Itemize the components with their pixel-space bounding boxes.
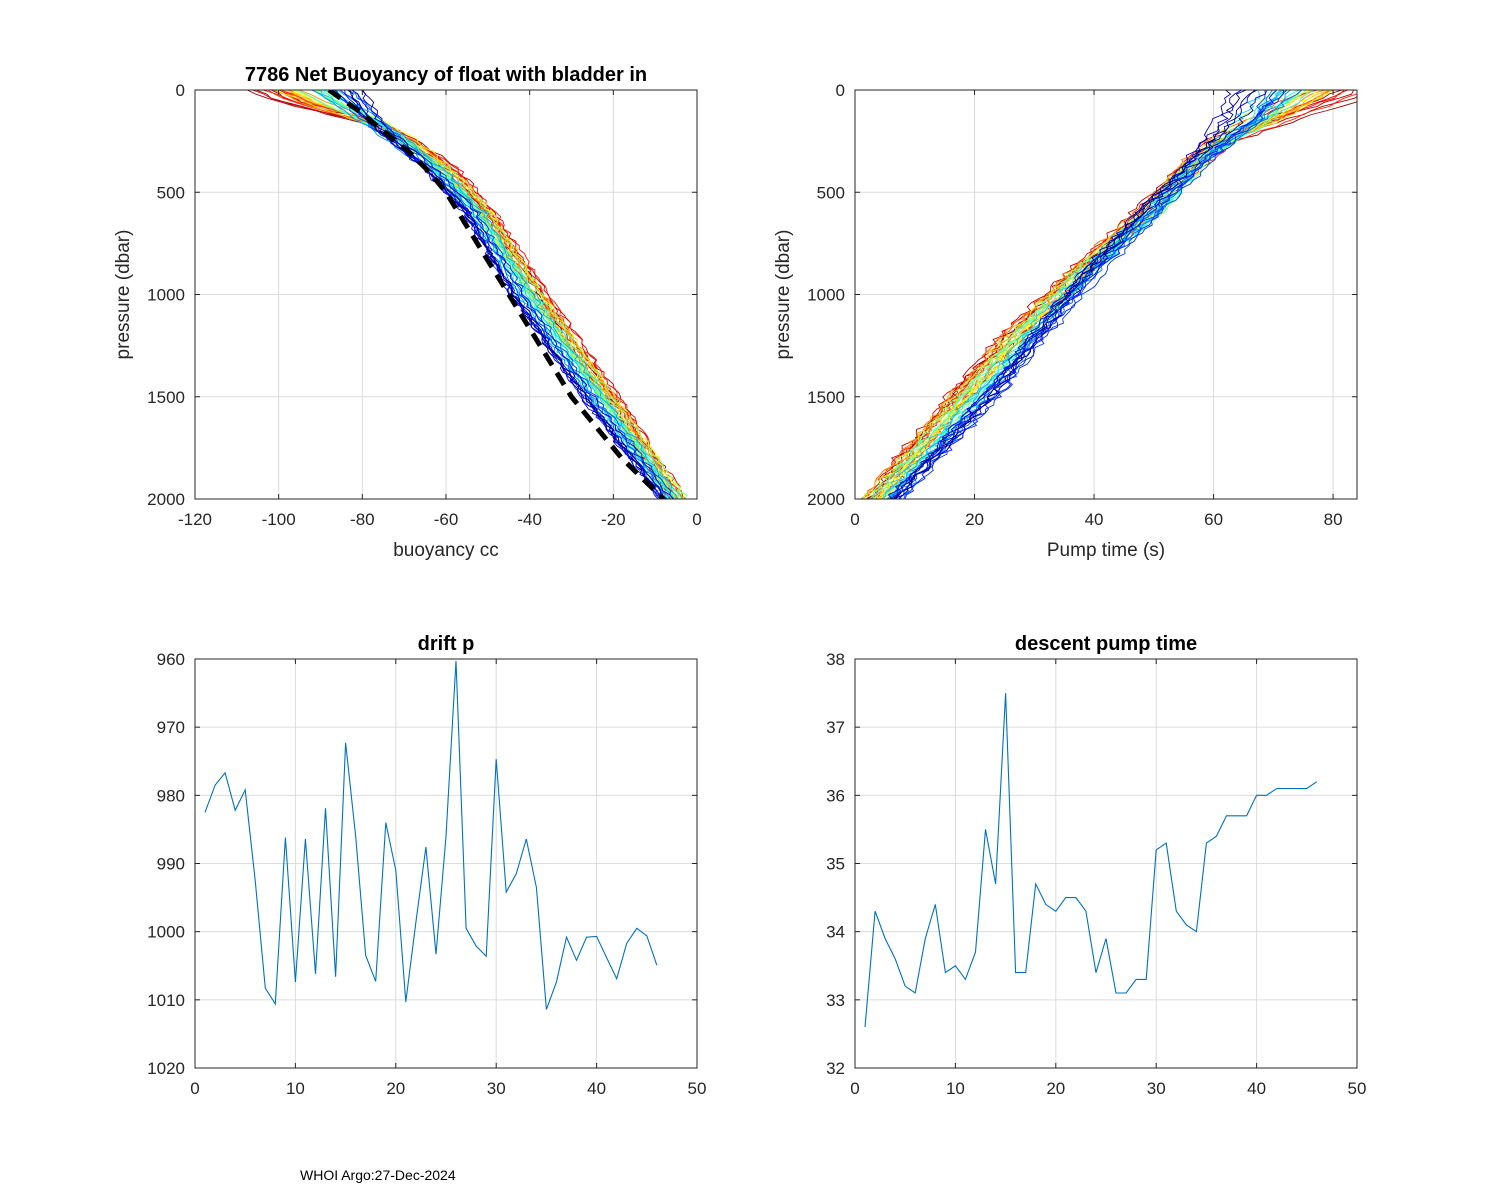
profile-line [862,90,1274,499]
profile-line [337,90,678,499]
y-tick-label: 0 [836,81,845,100]
chart-pumptime-vs-pressure: 0 20 40 60 80 0 500 1000 1500 2000 Pump time (s) pr… [773,81,1358,561]
x-tick-label: 40 [1085,510,1104,529]
mean-curve-line [327,90,666,499]
x-tick-label: -100 [262,510,296,529]
series-line [204,660,658,1010]
series-line [864,693,1318,1028]
x-tick-label: 20 [1046,1079,1065,1098]
profile-line [336,90,675,499]
x-tick-label: 40 [587,1079,606,1098]
footer-credit: WHOI Argo:27-Dec-2024 [300,1167,456,1183]
y-axis-label: pressure (dbar) [773,230,794,360]
profile-line [347,90,668,499]
chart-title: 7786 Net Buoyancy of float with bladder … [245,64,647,86]
y-tick-label: 500 [157,183,185,202]
y-tick-label: 1000 [147,286,185,305]
x-tick-label: -40 [517,510,542,529]
profile-line [351,90,659,499]
y-tick-label: 1020 [147,1059,185,1078]
x-tick-label: 30 [487,1079,506,1098]
x-tick-label: 0 [850,1079,859,1098]
x-tick-label: -20 [601,510,626,529]
profile-line [279,90,683,499]
y-tick-label: 960 [157,650,185,669]
plot-lines [204,660,658,1010]
x-axis-label: buoyancy cc [393,540,499,561]
x-tick-label: 80 [1324,510,1343,529]
profile-line [892,90,1266,499]
profile-line [894,90,1258,499]
x-tick-label: 10 [286,1079,305,1098]
x-tick-label: 0 [692,510,701,529]
x-tick-label: 50 [688,1079,707,1098]
x-tick-label: 0 [190,1079,199,1098]
chart-descent-pump-time: 0 10 20 30 40 50 32 33 34 35 36 37 38 descent pump ti… [826,633,1366,1098]
y-tick-label: 2000 [807,490,845,509]
x-tick-label: -60 [434,510,459,529]
y-tick-label: 32 [826,1059,845,1078]
chart-drift-pressure: 0 10 20 30 40 50960970980990100010101020drift… [147,633,706,1098]
x-tick-label: -120 [178,510,212,529]
y-tick-label: 1000 [147,923,185,942]
x-tick-label: 20 [386,1079,405,1098]
chart-title: drift p [418,633,475,655]
plot-lines [864,693,1318,1028]
profile-line [314,90,685,499]
profile-line [332,90,683,499]
y-tick-label: 500 [817,183,845,202]
profile-line [288,90,675,499]
y-tick-label: 2000 [147,490,185,509]
profile-line [312,90,688,499]
y-tick-label: 1500 [807,388,845,407]
y-tick-label: 0 [176,81,185,100]
profile-line [898,90,1278,499]
y-tick-label: 38 [826,650,845,669]
x-tick-label: -80 [350,510,375,529]
x-tick-label: 10 [946,1079,965,1098]
y-tick-label: 33 [826,991,845,1010]
x-tick-label: 50 [1348,1079,1367,1098]
y-tick-label: 34 [826,923,845,942]
profile-line [351,90,668,499]
profile-line [892,90,1273,499]
y-axis-label: pressure (dbar) [113,230,134,360]
y-tick-label: 1500 [147,388,185,407]
y-tick-label: 36 [826,786,845,805]
x-tick-label: 20 [965,510,984,529]
y-tick-label: 1000 [807,286,845,305]
profile-line [895,90,1247,499]
profile-line [891,90,1242,499]
y-tick-label: 37 [826,718,845,737]
y-tick-label: 35 [826,855,845,874]
x-tick-label: 40 [1247,1079,1266,1098]
plot-lines [860,90,1357,499]
plot-lines [247,90,688,499]
profile-line [889,90,1232,499]
y-tick-label: 990 [157,855,185,874]
chart-title: descent pump time [1015,633,1197,655]
x-axis-label: Pump time (s) [1047,540,1165,561]
y-tick-label: 1010 [147,991,185,1010]
x-tick-label: 30 [1147,1079,1166,1098]
x-tick-label: 60 [1204,510,1223,529]
x-tick-label: 0 [850,510,859,529]
y-tick-label: 980 [157,786,185,805]
profile-line [361,90,674,499]
y-tick-label: 970 [157,718,185,737]
chart-buoyancy-vs-pressure: -120 -100 -80 -60 -40 -20 0 0 500 1000 1500 2000 778… [113,64,702,561]
profile-line [262,90,687,499]
